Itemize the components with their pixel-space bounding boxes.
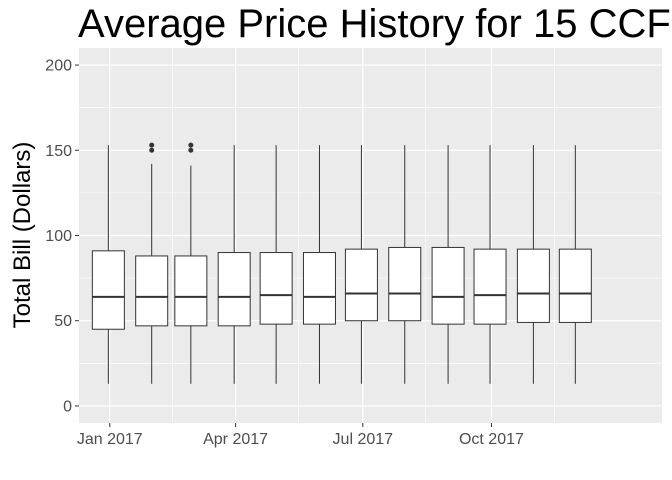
- box-item: [135, 142, 169, 384]
- box-iqr: [259, 252, 293, 325]
- y-tick-label: 150: [45, 143, 72, 160]
- box-item: [558, 145, 592, 384]
- x-tick-label: Jan 2017: [77, 431, 143, 448]
- x-tick-label: Oct 2017: [459, 431, 524, 448]
- box-item: [91, 145, 125, 384]
- box-iqr: [344, 248, 378, 322]
- box-iqr: [174, 255, 208, 327]
- box-item: [302, 145, 336, 384]
- y-axis-title: Total Bill (Dollars): [9, 142, 36, 329]
- box-item: [259, 145, 293, 384]
- box-iqr: [135, 255, 169, 327]
- box-item: [431, 145, 465, 384]
- x-tick-label: Jul 2017: [333, 431, 394, 448]
- y-tick-label: 100: [45, 228, 72, 245]
- y-tick-label: 200: [45, 58, 72, 75]
- y-tick-label: 0: [63, 398, 72, 415]
- boxes: [91, 142, 592, 384]
- outlier-point: [188, 142, 194, 148]
- box-iqr: [473, 248, 507, 325]
- x-axis: Jan 2017 Apr 2017 Jul 2017 Oct 2017: [77, 423, 524, 448]
- y-axis: 0 50 100 150 200: [45, 58, 79, 415]
- outlier-point: [149, 142, 155, 148]
- box-item: [516, 145, 550, 384]
- outlier-point: [149, 147, 155, 153]
- box-item: [388, 145, 422, 384]
- x-tick-label: Apr 2017: [203, 431, 268, 448]
- box-item: [174, 142, 208, 384]
- box-item: [217, 145, 251, 384]
- box-item: [473, 145, 507, 384]
- box-iqr: [431, 246, 465, 325]
- box-iqr: [91, 250, 125, 330]
- box-item: [344, 145, 378, 384]
- box-iqr: [388, 246, 422, 322]
- box-iqr: [516, 248, 550, 323]
- y-tick-label: 50: [54, 313, 72, 330]
- box-iqr: [558, 248, 592, 323]
- chart-title: Average Price History for 15 CCF: [78, 2, 671, 46]
- box-iqr: [217, 252, 251, 327]
- box-iqr: [302, 252, 336, 325]
- grid-lines: [79, 48, 662, 423]
- outlier-point: [188, 147, 194, 153]
